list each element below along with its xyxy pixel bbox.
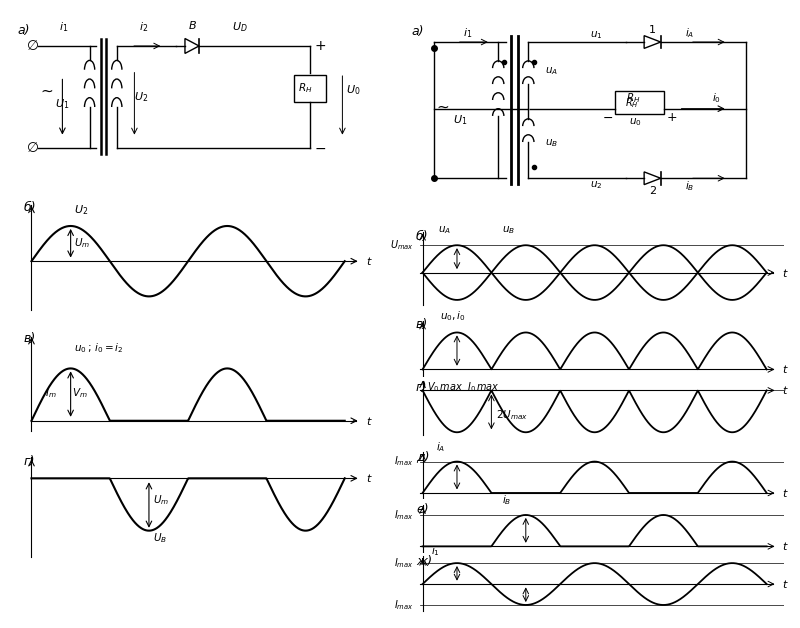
Text: $u_0$: $u_0$ — [629, 116, 642, 127]
Text: $U_D$: $U_D$ — [232, 20, 248, 34]
Text: $t$: $t$ — [366, 414, 372, 427]
Text: $i_1$: $i_1$ — [463, 26, 473, 40]
Text: $u_2$: $u_2$ — [590, 180, 602, 192]
Text: в): в) — [416, 318, 428, 332]
Text: $i_A$: $i_A$ — [436, 440, 445, 453]
Text: $t$: $t$ — [782, 578, 789, 590]
Text: б): б) — [416, 230, 429, 243]
Text: $+$: $+$ — [666, 111, 677, 124]
Text: $R_H$: $R_H$ — [626, 92, 641, 106]
Text: $\sim$: $\sim$ — [434, 99, 450, 113]
Text: $V_m$: $V_m$ — [72, 387, 87, 401]
Text: $i_A$: $i_A$ — [686, 26, 694, 40]
Text: $U_0$: $U_0$ — [346, 83, 360, 97]
Text: $U_{max}$: $U_{max}$ — [390, 238, 414, 252]
Text: $U_1$: $U_1$ — [55, 97, 70, 111]
Text: $t$: $t$ — [366, 255, 372, 267]
Text: $i_1$: $i_1$ — [431, 544, 440, 558]
Text: $U_B$: $U_B$ — [153, 532, 167, 545]
Text: $\varnothing$: $\varnothing$ — [26, 39, 38, 53]
Text: $I_m$: $I_m$ — [46, 387, 57, 401]
Text: 2: 2 — [649, 187, 656, 197]
Text: $I_{max}$: $I_{max}$ — [394, 556, 414, 570]
Text: $t$: $t$ — [366, 472, 372, 484]
Text: г): г) — [24, 455, 35, 468]
Text: $i_0$: $i_0$ — [712, 92, 721, 106]
Text: $t$: $t$ — [782, 266, 789, 279]
Text: в): в) — [24, 332, 36, 345]
Text: $U_m$: $U_m$ — [153, 494, 169, 507]
Text: б): б) — [24, 202, 37, 214]
Text: $-$: $-$ — [314, 141, 326, 154]
Text: $-$: $-$ — [602, 111, 613, 124]
Text: $t$: $t$ — [782, 364, 789, 376]
Bar — [294, 75, 326, 102]
Text: $u_1$: $u_1$ — [590, 29, 602, 41]
Text: $U_m$: $U_m$ — [74, 237, 90, 251]
Text: $u_B$: $u_B$ — [502, 224, 515, 236]
Text: $R_H$: $R_H$ — [625, 96, 638, 110]
Text: $+$: $+$ — [314, 39, 326, 53]
Text: $i_B$: $i_B$ — [686, 180, 694, 193]
Text: $t$: $t$ — [782, 540, 789, 553]
Text: а): а) — [412, 24, 424, 38]
Text: $I_{max}$: $I_{max}$ — [394, 455, 414, 468]
Text: $U_2$: $U_2$ — [134, 90, 149, 104]
Text: $t$: $t$ — [782, 384, 789, 396]
Text: $t$: $t$ — [782, 487, 789, 499]
Text: 1: 1 — [649, 25, 656, 35]
Text: $u_B$: $u_B$ — [546, 138, 558, 149]
Text: $u_0, i_0$: $u_0, i_0$ — [440, 310, 466, 323]
Text: $u_A$: $u_A$ — [546, 65, 558, 77]
Text: а): а) — [18, 24, 30, 37]
Text: $R_H$: $R_H$ — [298, 82, 313, 95]
Text: $i_B$: $i_B$ — [502, 494, 512, 507]
Text: е): е) — [416, 503, 429, 516]
Text: $U_1$: $U_1$ — [454, 114, 468, 127]
Text: $u_A$: $u_A$ — [438, 224, 451, 236]
Text: $I_{max}$: $I_{max}$ — [394, 508, 414, 522]
Text: ж): ж) — [416, 555, 432, 568]
Text: $i_2$: $i_2$ — [139, 20, 149, 34]
Text: $u_0\,;\,i_0 = i_2$: $u_0\,;\,i_0 = i_2$ — [74, 342, 124, 355]
Text: $V_0\,max$  $I_0\,max$: $V_0\,max$ $I_0\,max$ — [427, 381, 500, 394]
Text: $\varnothing$: $\varnothing$ — [26, 141, 38, 154]
Text: $2U_{max}$: $2U_{max}$ — [496, 409, 528, 423]
Text: $I_{max}$: $I_{max}$ — [394, 598, 414, 612]
Text: $i_1$: $i_1$ — [59, 20, 69, 34]
Text: д): д) — [416, 450, 430, 463]
Text: $\sim$: $\sim$ — [38, 82, 54, 97]
Text: $B$: $B$ — [187, 19, 197, 31]
Bar — [614, 91, 664, 114]
Text: $U_2$: $U_2$ — [74, 203, 89, 217]
Text: г): г) — [416, 381, 427, 394]
